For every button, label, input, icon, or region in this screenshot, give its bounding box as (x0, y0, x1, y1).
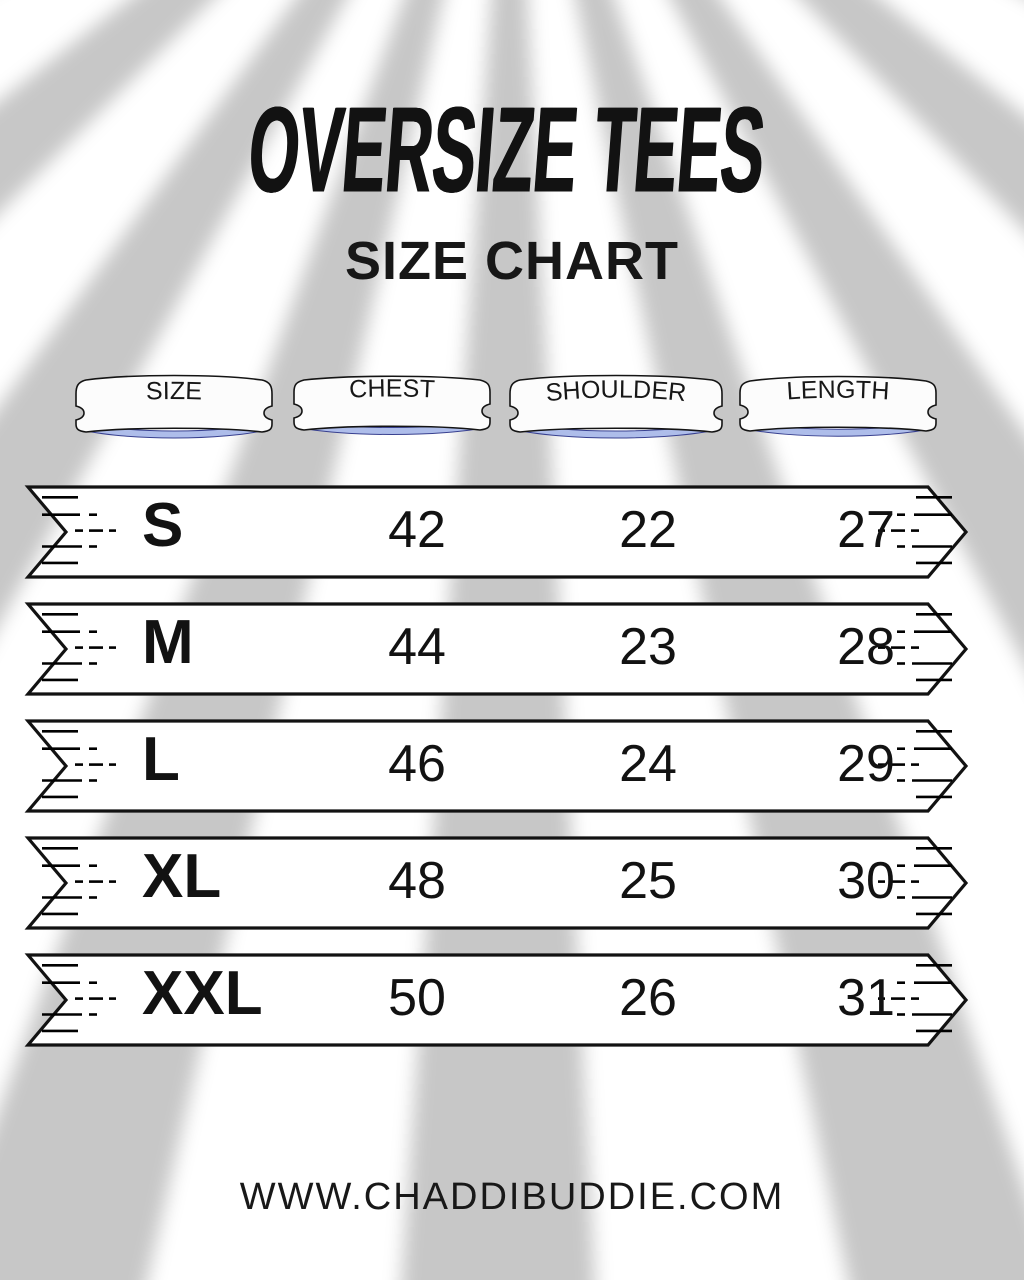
svg-text:24: 24 (619, 735, 677, 793)
svg-text:XXL: XXL (142, 959, 263, 1028)
svg-text:SHOULDER: SHOULDER (544, 375, 687, 407)
svg-text:31: 31 (837, 969, 895, 1027)
svg-text:SIZE: SIZE (145, 377, 202, 406)
svg-text:M: M (142, 608, 194, 677)
svg-text:26: 26 (619, 969, 677, 1027)
svg-text:25: 25 (619, 852, 677, 910)
svg-text:46: 46 (388, 735, 446, 793)
svg-text:22: 22 (619, 501, 677, 559)
svg-text:30: 30 (837, 852, 895, 910)
svg-text:29: 29 (837, 735, 895, 793)
svg-text:44: 44 (388, 618, 446, 676)
svg-text:XL: XL (142, 842, 221, 911)
svg-text:S: S (142, 491, 183, 560)
svg-text:27: 27 (837, 501, 895, 559)
svg-text:50: 50 (388, 969, 446, 1027)
svg-text:CHEST: CHEST (349, 374, 436, 403)
svg-text:42: 42 (388, 501, 446, 559)
svg-text:L: L (142, 725, 180, 794)
svg-text:28: 28 (837, 618, 895, 676)
svg-text:LENGTH: LENGTH (786, 376, 891, 406)
svg-text:48: 48 (388, 852, 446, 910)
svg-text:23: 23 (619, 618, 677, 676)
